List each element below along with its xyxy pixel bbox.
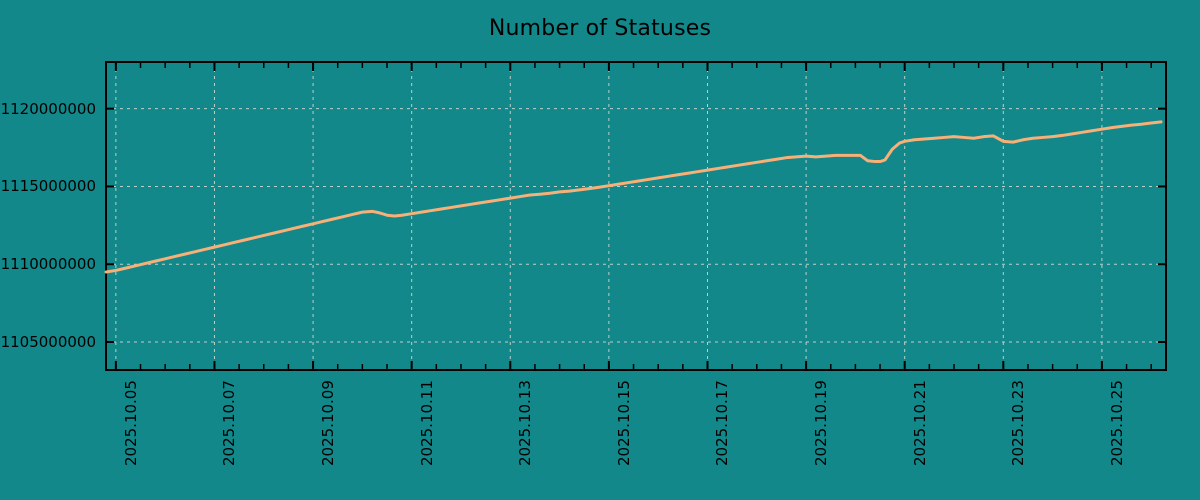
x-axis-tick-label: 2025.10.09 [319, 380, 338, 466]
gridlines [106, 62, 1166, 370]
x-axis-tick-label: 2025.10.21 [910, 380, 929, 466]
y-axis-tick-label: 1120000000 [0, 99, 96, 118]
plot-frame [105, 61, 1167, 371]
x-axis-tick-label: 2025.10.13 [516, 380, 535, 466]
x-axis-tick-label: 2025.10.17 [713, 380, 732, 466]
chart-title: Number of Statuses [488, 16, 712, 41]
y-axis-tick-label: 1110000000 [0, 255, 96, 274]
data-line-number-of-statuses [104, 120, 1163, 274]
x-axis-tick-label: 2025.10.23 [1009, 380, 1028, 466]
y-axis-tick-label: 1115000000 [0, 177, 96, 196]
axis-ticks [106, 62, 1166, 370]
y-axis-tick-label: 1105000000 [0, 333, 96, 351]
x-axis-tick-label: 2025.10.11 [417, 380, 436, 466]
x-axis-tick-label: 2025.10.15 [614, 380, 633, 466]
x-axis-tick-label: 2025.10.19 [812, 380, 831, 466]
x-axis-tick-label: 2025.10.25 [1107, 380, 1126, 466]
x-axis-tick-label: 2025.10.05 [121, 380, 140, 466]
x-axis-tick-label: 2025.10.07 [220, 380, 239, 466]
